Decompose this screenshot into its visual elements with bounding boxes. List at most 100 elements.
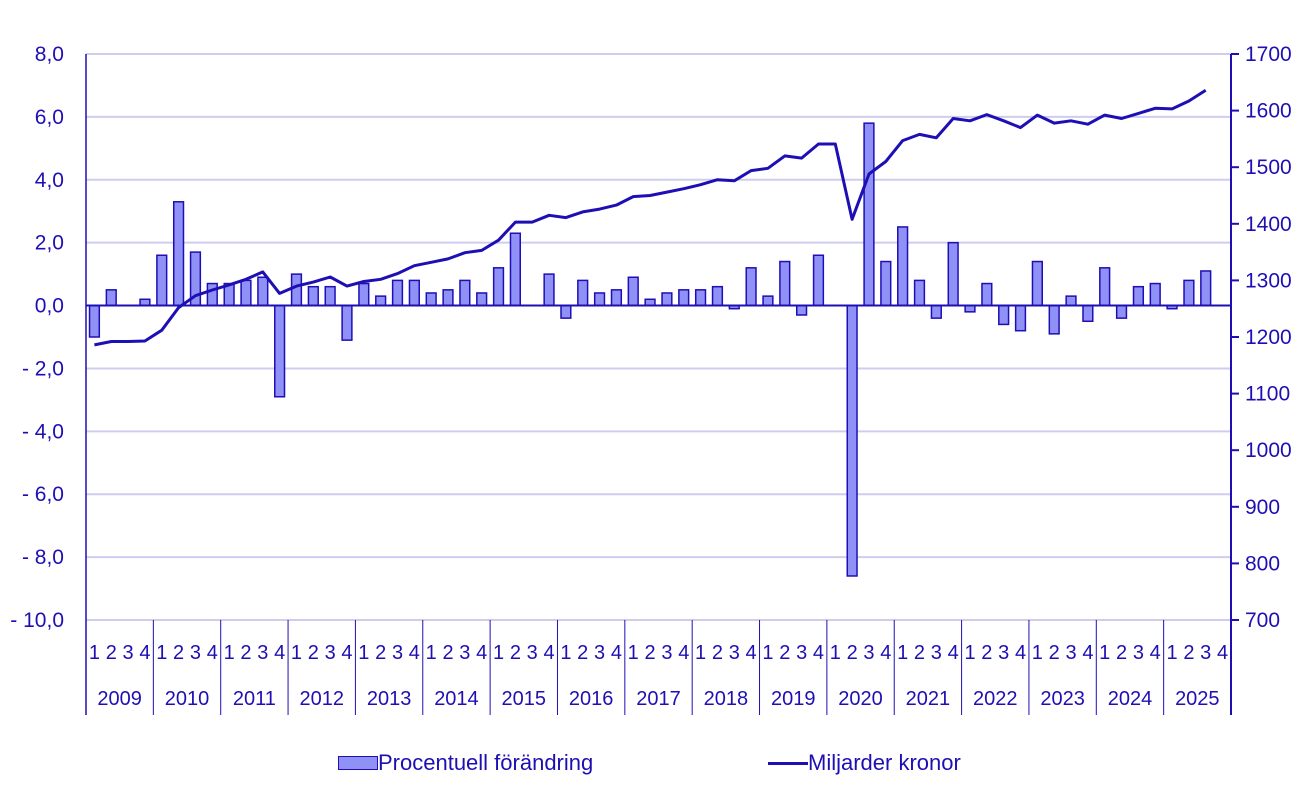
- bar: [897, 226, 909, 307]
- right-axis-tick-labels: 1700 1600 1500 1400 1300 1200 1100 1000 900 800 70…: [1245, 43, 1292, 632]
- quarter-label: 4: [611, 642, 622, 664]
- quarter-label: 4: [1217, 642, 1228, 664]
- bar: [846, 304, 858, 577]
- left-tick-label: - 10,0: [10, 609, 64, 632]
- bar: [391, 279, 404, 307]
- quarter-label: 3: [1065, 642, 1076, 664]
- quarter-label: 1: [426, 642, 437, 664]
- bar: [981, 282, 993, 307]
- quarter-label: 1: [695, 642, 706, 664]
- right-tick-label: 1500: [1245, 156, 1292, 179]
- quarter-label: 3: [1133, 642, 1144, 664]
- bar: [711, 285, 724, 307]
- quarter-label: 4: [1082, 642, 1093, 664]
- quarter-label: 1: [358, 642, 369, 664]
- left-tick-label: - 4,0: [22, 420, 64, 443]
- quarter-label: 4: [543, 642, 554, 664]
- quarter-label: 1: [897, 642, 908, 664]
- year-label: 2014: [434, 688, 479, 710]
- bar: [795, 304, 808, 316]
- left-tick-label: 6,0: [35, 106, 64, 129]
- bar: [627, 276, 639, 307]
- year-label: 2011: [233, 688, 276, 710]
- year-label: 2019: [771, 688, 816, 710]
- quarter-label: 3: [527, 642, 538, 664]
- quarter-label: 4: [207, 642, 218, 664]
- bar: [779, 260, 791, 307]
- bar: [240, 279, 252, 307]
- quarter-label: 3: [190, 642, 201, 664]
- bar: [156, 254, 168, 307]
- bar-series-procentuell-forandring: [88, 122, 1212, 577]
- quarter-label: 3: [729, 642, 740, 664]
- bar: [880, 260, 892, 307]
- left-tick-label: 2,0: [35, 232, 64, 255]
- quarter-label: 2: [240, 642, 251, 664]
- quarter-label: 2: [106, 642, 117, 664]
- quarter-label: 4: [341, 642, 352, 664]
- quarter-label: 1: [830, 642, 841, 664]
- legend-item-bar: Procentuell förändring: [338, 750, 593, 776]
- right-tick-label: 1200: [1245, 326, 1292, 349]
- quarter-label: 4: [678, 642, 689, 664]
- gridlines: [86, 53, 1231, 621]
- quarter-label: 3: [998, 642, 1009, 664]
- bar: [425, 292, 437, 307]
- year-label: 2025: [1175, 688, 1220, 710]
- quarter-label: 2: [442, 642, 453, 664]
- line-swatch-icon: [768, 761, 808, 765]
- left-tick-label: 4,0: [35, 169, 64, 192]
- left-tick-label: 8,0: [35, 43, 64, 66]
- bar: [206, 282, 218, 307]
- left-axis-tick-labels: 8,0 6,0 4,0 2,0 0,0 - 2,0 - 4,0 - 6,0 - 8,0 - 10,…: [10, 43, 64, 632]
- bar: [1132, 285, 1145, 307]
- legend: Procentuell förändring Miljarder kronor: [0, 746, 1314, 782]
- right-tick-label: 1300: [1245, 269, 1292, 292]
- quarter-label: 1: [291, 642, 302, 664]
- bar: [1082, 304, 1094, 323]
- right-tick-label: 1600: [1245, 100, 1292, 123]
- legend-bar-label: Procentuell förändring: [378, 750, 594, 775]
- bar: [694, 289, 707, 307]
- quarter-label: 1: [224, 642, 235, 664]
- year-label: 2018: [704, 688, 749, 710]
- bar: [172, 201, 185, 307]
- bar: [1115, 304, 1128, 319]
- bar: [577, 279, 589, 307]
- bar: [930, 304, 942, 319]
- quarter-label: 1: [1099, 642, 1110, 664]
- quarter-label: 1: [156, 642, 167, 664]
- right-tick-label: 900: [1245, 496, 1280, 519]
- quarter-label: 1: [493, 642, 504, 664]
- quarter-label: 2: [779, 642, 790, 664]
- bar: [274, 304, 286, 398]
- quarter-label: 2: [308, 642, 319, 664]
- year-label: 2012: [299, 688, 344, 710]
- bar: [1099, 267, 1111, 307]
- quarter-label: 1: [762, 642, 773, 664]
- quarter-label: 2: [577, 642, 588, 664]
- bar: [459, 279, 471, 307]
- quarter-label: 2: [981, 642, 992, 664]
- year-label: 2023: [1040, 688, 1085, 710]
- bar: [1200, 270, 1212, 307]
- left-tick-label: - 6,0: [22, 483, 64, 506]
- bar: [442, 289, 454, 307]
- quarter-label: 3: [863, 642, 874, 664]
- year-label: 2021: [906, 688, 951, 710]
- bar: [509, 232, 522, 307]
- right-tick-label: 700: [1245, 609, 1280, 632]
- right-tick-label: 1700: [1245, 43, 1292, 66]
- bar: [661, 292, 673, 307]
- right-tick-label: 1100: [1245, 383, 1290, 406]
- quarter-label: 2: [712, 642, 723, 664]
- year-label: 2016: [569, 688, 614, 710]
- year-label: 2010: [165, 688, 210, 710]
- right-tick-label: 1000: [1245, 439, 1292, 462]
- quarter-label: 4: [948, 642, 959, 664]
- quarter-label: 1: [628, 642, 639, 664]
- quarter-label: 1: [560, 642, 571, 664]
- year-label: 2022: [973, 688, 1018, 710]
- year-label: 2017: [636, 688, 681, 710]
